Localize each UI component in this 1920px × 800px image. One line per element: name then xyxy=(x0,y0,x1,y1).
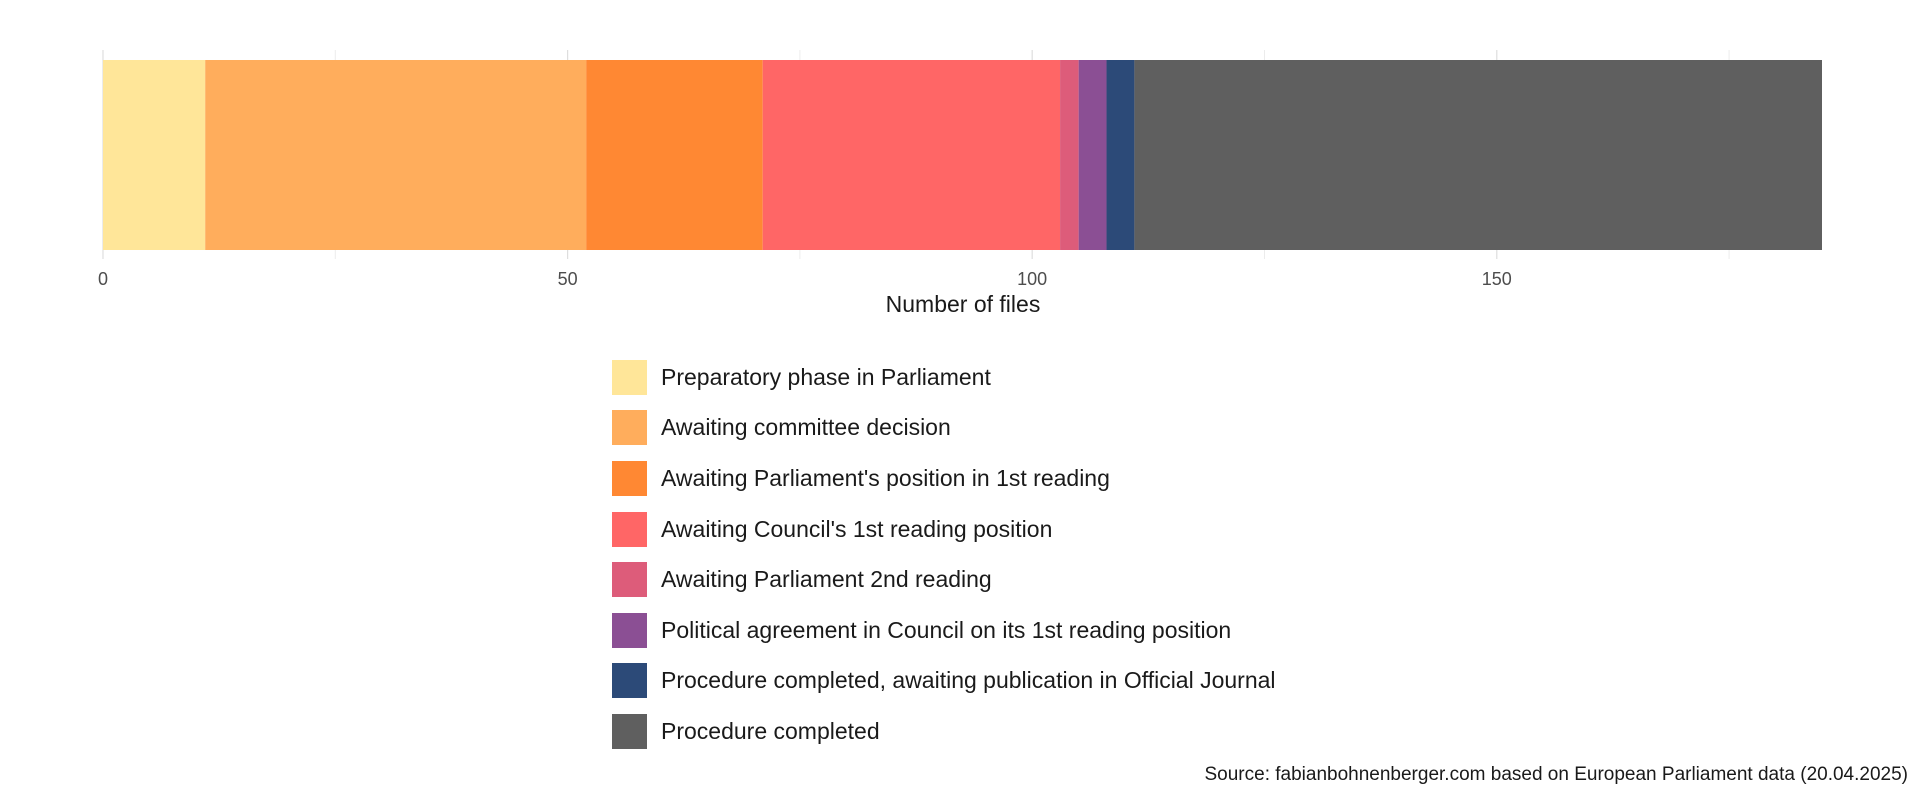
legend-swatch xyxy=(612,460,647,496)
x-axis-ticks: 0 50 100 150 xyxy=(98,269,1512,289)
legend-label: Procedure completed, awaiting publicatio… xyxy=(661,667,1276,694)
legend-swatch xyxy=(612,562,647,598)
legend-item: Procedure completed xyxy=(612,706,1276,757)
x-tick-label: 150 xyxy=(1482,269,1512,289)
legend-label: Awaiting committee decision xyxy=(661,414,951,441)
legend: Preparatory phase in Parliament Awaiting … xyxy=(612,352,1276,757)
legend-label: Political agreement in Council on its 1s… xyxy=(661,616,1232,643)
legend-swatch xyxy=(612,713,647,749)
legend-swatch xyxy=(612,410,647,446)
legend-swatch xyxy=(612,511,647,547)
legend-label: Awaiting Council's 1st reading position xyxy=(661,515,1053,542)
bar-segment-4 xyxy=(762,60,1061,250)
bar-segments xyxy=(103,60,1822,250)
legend-swatch xyxy=(612,359,647,395)
bar-segment-5 xyxy=(1060,60,1079,250)
source-caption: Source: fabianbohnenberger.com based on … xyxy=(1204,764,1909,785)
legend-label: Awaiting Parliament's position in 1st re… xyxy=(661,464,1110,491)
legend-item: Procedure completed, awaiting publicatio… xyxy=(612,656,1276,707)
bar-segment-3 xyxy=(586,60,763,250)
legend-swatch xyxy=(612,663,647,699)
x-axis-title: Number of files xyxy=(886,291,1041,317)
legend-item: Awaiting committee decision xyxy=(612,403,1276,454)
legend-label: Awaiting Parliament 2nd reading xyxy=(661,566,992,593)
bar-segment-6 xyxy=(1078,60,1107,250)
legend-item: Preparatory phase in Parliament xyxy=(612,352,1276,403)
legend-item: Awaiting Council's 1st reading position xyxy=(612,504,1276,555)
legend-item: Political agreement in Council on its 1s… xyxy=(612,605,1276,656)
legend-label: Preparatory phase in Parliament xyxy=(661,363,991,390)
bar-segment-8 xyxy=(1134,60,1822,250)
stacked-bar-chart: 0 50 100 150 Number of files xyxy=(98,50,1822,317)
x-tick-label: 100 xyxy=(1017,269,1047,289)
legend-label: Procedure completed xyxy=(661,717,880,744)
legend-item: Awaiting Parliament 2nd reading xyxy=(612,554,1276,605)
x-tick-label: 0 xyxy=(98,269,108,289)
bar-segment-7 xyxy=(1106,60,1135,250)
legend-swatch xyxy=(612,612,647,648)
legend-item: Awaiting Parliament's position in 1st re… xyxy=(612,453,1276,504)
bar-segment-2 xyxy=(205,60,587,250)
x-tick-label: 50 xyxy=(558,269,578,289)
bar-segment-1 xyxy=(103,60,206,250)
